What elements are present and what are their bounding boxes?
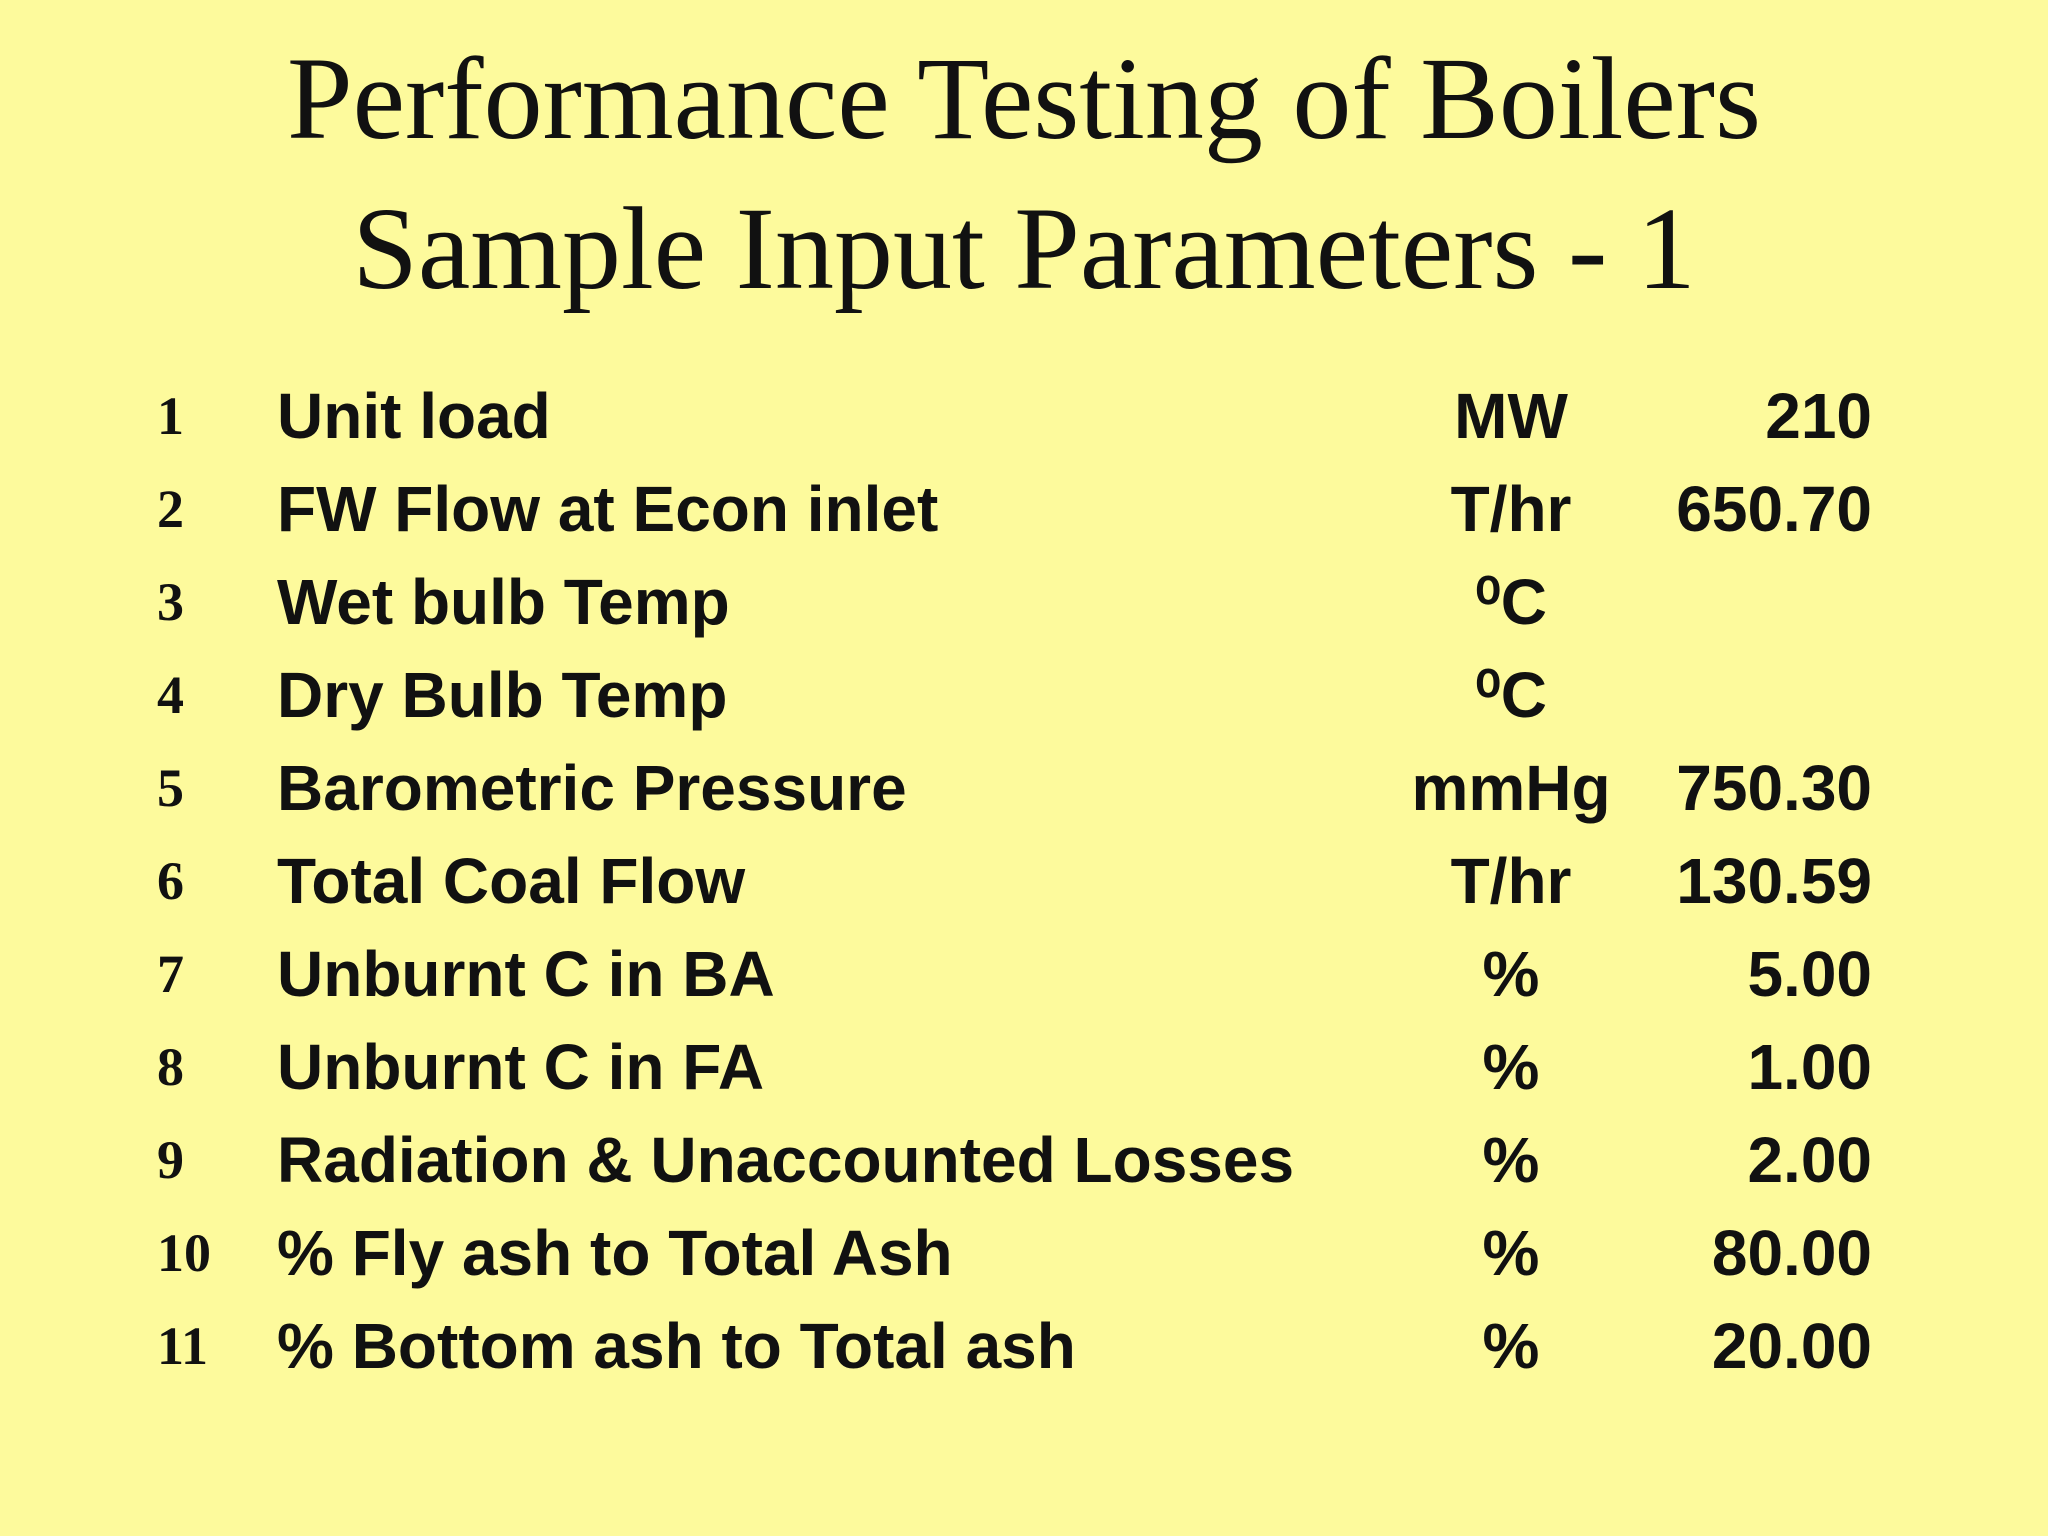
- row-number: 9: [157, 1130, 184, 1190]
- table-row: 4 Dry Bulb Temp ⁰C: [0, 649, 2048, 742]
- value: 2.00: [1747, 1124, 1872, 1196]
- unit: MW: [1454, 380, 1568, 452]
- unit: mmHg: [1411, 752, 1611, 824]
- value: 650.70: [1676, 473, 1872, 545]
- parameter-name: Total Coal Flow: [277, 845, 746, 917]
- value: 130.59: [1676, 845, 1872, 917]
- row-number: 5: [157, 758, 184, 818]
- unit: %: [1482, 1031, 1540, 1103]
- table-row: 8 Unburnt C in FA% 1.00: [0, 1021, 2048, 1114]
- parameter-name: Dry Bulb Temp: [277, 659, 728, 731]
- row-number: 4: [157, 665, 184, 725]
- table-row: 3 Wet bulb Temp ⁰C: [0, 556, 2048, 649]
- unit: %: [1482, 1217, 1540, 1289]
- unit: ⁰C: [1475, 659, 1547, 731]
- row-number: 8: [157, 1037, 184, 1097]
- table-row: 5 Barometric Pressure mmHg 750.30: [0, 742, 2048, 835]
- title: Performance Testing of Boilers: [286, 33, 1762, 164]
- parameter-name: Radiation & Unaccounted Losses: [277, 1124, 1295, 1196]
- parameter-name: Wet bulb Temp: [277, 566, 730, 638]
- table-row: 7 Unburnt C in BA% 5.00: [0, 928, 2048, 1021]
- unit: ⁰C: [1475, 566, 1547, 638]
- row-number: 3: [157, 572, 184, 632]
- unit: %: [1482, 1310, 1540, 1382]
- table-row: 6 Total Coal Flow T/hr 130.59: [0, 835, 2048, 928]
- parameter-name: % Fly ash to Total Ash: [277, 1217, 953, 1289]
- row-number: 6: [157, 851, 184, 911]
- table-row: 9 Radiation & Unaccounted Losses% 2.00: [0, 1114, 2048, 1207]
- row-number: 1: [157, 386, 184, 446]
- parameter-name: Unburnt C in BA: [277, 938, 775, 1010]
- row-number: 11: [157, 1316, 209, 1376]
- unit: %: [1482, 1124, 1540, 1196]
- parameter-name: Unburnt C in FA: [277, 1031, 765, 1103]
- value: 1.00: [1747, 1031, 1872, 1103]
- unit: T/hr: [1450, 473, 1572, 545]
- value: 20.00: [1711, 1310, 1872, 1382]
- table-row: 2 FW Flow at Econ inlet T/hr 650.70: [0, 463, 2048, 556]
- value: 210: [1765, 380, 1872, 452]
- unit: %: [1482, 938, 1540, 1010]
- parameter-name: FW Flow at Econ inlet: [277, 473, 939, 545]
- unit: T/hr: [1450, 845, 1572, 917]
- parameter-name: Barometric Pressure: [277, 752, 907, 824]
- row-number: 7: [157, 944, 184, 1004]
- row-number: 10: [157, 1223, 211, 1283]
- parameter-name: Unit load: [277, 380, 551, 452]
- parameter-name: % Bottom ash to Total ash: [277, 1310, 1076, 1382]
- value: 750.30: [1676, 752, 1872, 824]
- value: 5.00: [1747, 938, 1872, 1010]
- table-row: 11 % Bottom ash to Total ash% 20.00: [0, 1300, 2048, 1393]
- subtitle: Sample Input Parameters - 1: [352, 183, 1696, 314]
- row-number: 2: [157, 479, 184, 539]
- table-row: 1 Unit load MW 210: [0, 370, 2048, 463]
- value: 80.00: [1711, 1217, 1872, 1289]
- table-row: 10 % Fly ash to Total Ash% 80.00: [0, 1207, 2048, 1300]
